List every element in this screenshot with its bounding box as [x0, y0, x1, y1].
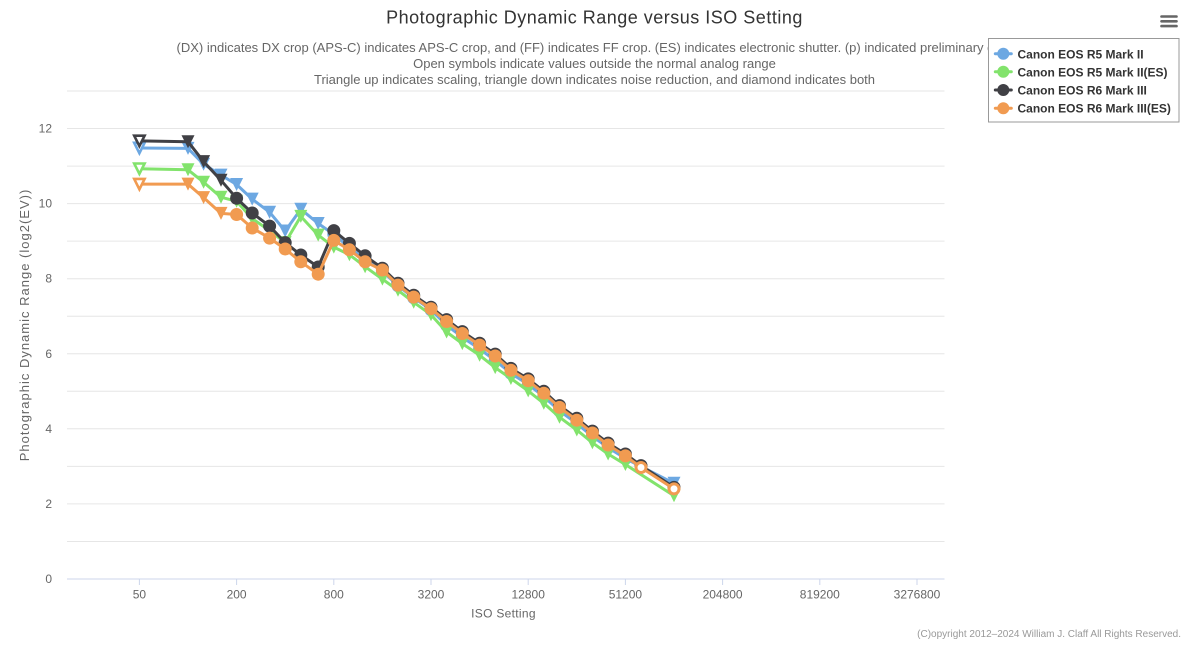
svg-text:200: 200	[227, 588, 247, 602]
svg-text:51200: 51200	[609, 588, 643, 602]
svg-text:Canon EOS R6 Mark III: Canon EOS R6 Mark III	[1018, 84, 1147, 98]
svg-text:(DX) indicates DX crop (APS-C): (DX) indicates DX crop (APS-C) indicates…	[177, 40, 1014, 55]
svg-text:3276800: 3276800	[894, 588, 941, 602]
svg-text:6: 6	[45, 347, 52, 361]
svg-text:Photographic Dynamic Range ver: Photographic Dynamic Range versus ISO Se…	[386, 8, 803, 28]
svg-text:800: 800	[324, 588, 344, 602]
svg-text:2: 2	[45, 497, 52, 511]
svg-text:3200: 3200	[418, 588, 445, 602]
svg-text:Canon EOS R5 Mark II(ES): Canon EOS R5 Mark II(ES)	[1018, 65, 1168, 79]
svg-text:Photographic Dynamic Range (lo: Photographic Dynamic Range (log2(EV))	[17, 189, 32, 462]
svg-text:4: 4	[45, 422, 52, 436]
svg-text:204800: 204800	[703, 588, 743, 602]
svg-text:8: 8	[45, 272, 52, 286]
svg-text:12: 12	[39, 122, 53, 136]
svg-text:10: 10	[39, 197, 53, 211]
svg-text:Canon EOS R5 Mark II: Canon EOS R5 Mark II	[1018, 47, 1144, 61]
svg-text:0: 0	[45, 572, 52, 586]
svg-text:(C)opyright 2012–2024 William: (C)opyright 2012–2024 William J. Claff A…	[917, 629, 1181, 640]
svg-text:12800: 12800	[512, 588, 546, 602]
svg-text:819200: 819200	[800, 588, 840, 602]
svg-text:ISO Setting: ISO Setting	[471, 607, 536, 621]
svg-text:50: 50	[133, 588, 147, 602]
svg-text:Open symbols indicate values o: Open symbols indicate values outside the…	[413, 56, 776, 71]
svg-text:Canon EOS R6 Mark III(ES): Canon EOS R6 Mark III(ES)	[1018, 102, 1171, 116]
svg-text:Triangle up indicates scaling,: Triangle up indicates scaling, triangle …	[314, 72, 875, 87]
